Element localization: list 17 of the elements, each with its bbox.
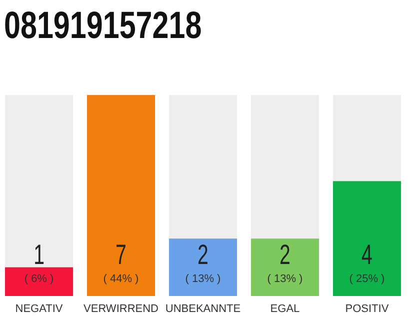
data-label: 4 (362, 240, 372, 271)
data-label: 7 (116, 240, 126, 271)
x-tick-label: POSITIV (345, 303, 390, 315)
annotation: ( 13% ) (267, 273, 303, 285)
data-label: 2 (280, 240, 290, 271)
annotation: ( 13% ) (185, 273, 221, 285)
x-tick-label: EGAL (270, 303, 300, 315)
annotation: ( 44% ) (103, 273, 139, 285)
x-tick-label: UNBEKANNTE (165, 303, 241, 315)
annotation: ( 6% ) (24, 273, 54, 285)
data-label: 1 (34, 240, 44, 271)
x-tick-label: NEGATIV (15, 303, 64, 315)
annotation: ( 25% ) (349, 273, 385, 285)
bar (5, 267, 74, 296)
data-label: 2 (198, 240, 208, 271)
x-tick-label: VERWIRREND (84, 303, 159, 315)
chart-title: 081919157218 (4, 4, 202, 47)
